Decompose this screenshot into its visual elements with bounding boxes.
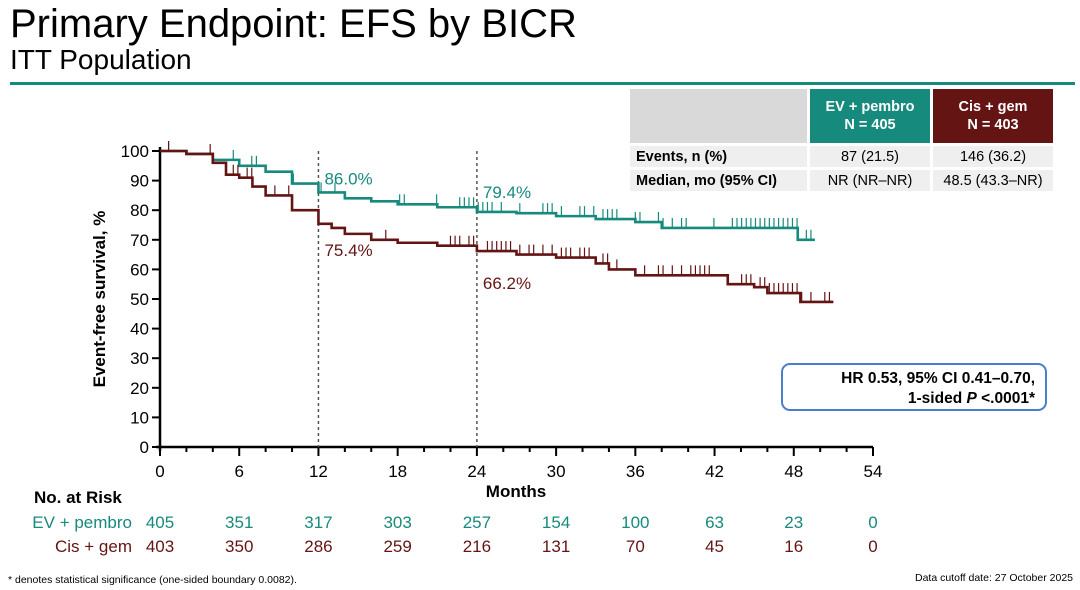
- y-tick-label: 90: [130, 172, 149, 191]
- row-value: 146 (36.2): [933, 146, 1053, 167]
- at-risk-value: 0: [868, 537, 878, 556]
- at-risk-value: 257: [462, 513, 492, 532]
- at-risk-value: 303: [383, 513, 412, 532]
- at-risk-value: 216: [462, 537, 492, 556]
- km-curve-cis-gem: [160, 149, 834, 304]
- x-tick-label: 0: [155, 462, 164, 481]
- at-risk-value: 350: [225, 537, 254, 556]
- x-tick-label: 12: [309, 462, 328, 481]
- summary-header-blank: [630, 89, 807, 143]
- at-risk-value: 405: [145, 513, 175, 532]
- y-tick-label: 80: [130, 201, 149, 220]
- at-risk-value: 16: [784, 537, 804, 556]
- hr-line2: 1-sided P <.0001*: [783, 389, 1035, 409]
- title-divider: [10, 82, 1075, 85]
- summary-row-median: Median, mo (95% CI) NR (NR–NR) 48.5 (43.…: [630, 170, 1053, 191]
- at-risk-row-label: Cis + gem: [55, 537, 132, 556]
- slide-subtitle: ITT Population: [10, 44, 192, 75]
- at-risk-value: 23: [784, 513, 804, 532]
- survival-annotation: 75.4%: [324, 241, 372, 260]
- at-risk-value: 45: [705, 537, 724, 556]
- km-curve-ev-pembro: [160, 149, 815, 242]
- x-tick-label: 24: [467, 462, 486, 481]
- hazard-ratio-box: HR 0.53, 95% CI 0.41–0.70, 1-sided P <.0…: [781, 363, 1047, 411]
- row-label: Median, mo (95% CI): [630, 170, 807, 191]
- summary-header-ev: EV + pembro N = 405: [810, 89, 930, 143]
- x-tick-label: 54: [864, 462, 883, 481]
- y-tick-label: 20: [130, 379, 149, 398]
- x-axis-label: Months: [486, 482, 546, 501]
- row-label: Events, n (%): [630, 146, 807, 167]
- at-risk-value: 63: [705, 513, 724, 532]
- y-tick-label: 0: [140, 438, 149, 457]
- at-risk-value: 100: [621, 513, 650, 532]
- ev-label: EV + pembro: [825, 99, 915, 115]
- survival-annotation: 86.0%: [324, 169, 372, 188]
- y-tick-label: 50: [130, 290, 149, 309]
- at-risk-value: 131: [541, 537, 571, 556]
- at-risk-value: 286: [304, 537, 333, 556]
- x-tick-label: 6: [234, 462, 243, 481]
- hr-suffix: <.0001*: [976, 390, 1035, 407]
- survival-annotation: 66.2%: [483, 274, 531, 293]
- at-risk-value: 70: [625, 537, 645, 556]
- row-value: NR (NR–NR): [810, 170, 930, 191]
- at-risk-value: 403: [145, 537, 175, 556]
- cis-label: Cis + gem: [958, 99, 1028, 115]
- at-risk-value: 0: [868, 513, 878, 532]
- y-tick-label: 40: [130, 320, 149, 339]
- slide-title: Primary Endpoint: EFS by BICR: [10, 2, 577, 46]
- x-tick-label: 30: [547, 462, 566, 481]
- x-tick-label: 42: [705, 462, 724, 481]
- at-risk-value: 259: [383, 537, 412, 556]
- at-risk-value: 317: [304, 513, 333, 532]
- footnote-cutoff: Data cutoff date: 27 October 2025: [915, 572, 1073, 584]
- hr-p: P: [966, 390, 977, 407]
- y-tick-label: 70: [130, 231, 149, 250]
- x-tick-label: 48: [784, 462, 803, 481]
- summary-table: EV + pembro N = 405 Cis + gem N = 403 Even…: [627, 86, 1056, 194]
- y-tick-label: 60: [130, 260, 149, 279]
- footnote-significance: * denotes statistical significance (one-…: [8, 574, 297, 586]
- ev-n: N = 405: [844, 117, 896, 133]
- summary-header-row: EV + pembro N = 405 Cis + gem N = 403: [630, 89, 1053, 143]
- hr-prefix: 1-sided: [907, 390, 967, 407]
- at-risk-row-label: EV + pembro: [32, 513, 132, 532]
- row-value: 48.5 (43.3–NR): [933, 170, 1053, 191]
- hr-line1: HR 0.53, 95% CI 0.41–0.70,: [841, 370, 1035, 387]
- x-tick-label: 36: [626, 462, 645, 481]
- x-tick-label: 18: [388, 462, 407, 481]
- cis-n: N = 403: [967, 117, 1019, 133]
- at-risk-value: 154: [541, 513, 571, 532]
- summary-row-events: Events, n (%) 87 (21.5) 146 (36.2): [630, 146, 1053, 167]
- row-value: 87 (21.5): [810, 146, 930, 167]
- y-tick-label: 10: [130, 408, 149, 427]
- y-tick-label: 100: [121, 142, 149, 161]
- summary-header-cis: Cis + gem N = 403: [933, 89, 1053, 143]
- survival-annotation: 79.4%: [483, 183, 531, 202]
- at-risk-value: 351: [225, 513, 254, 532]
- y-axis-label: Event-free survival, %: [90, 211, 109, 388]
- at-risk-title: No. at Risk: [34, 488, 122, 507]
- y-tick-label: 30: [130, 349, 149, 368]
